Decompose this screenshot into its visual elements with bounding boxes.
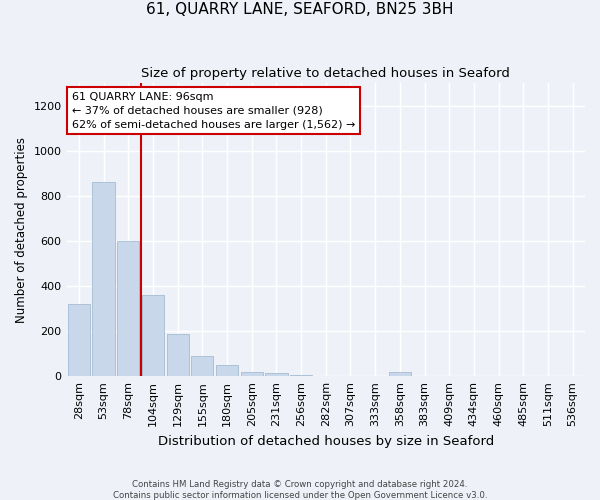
Title: Size of property relative to detached houses in Seaford: Size of property relative to detached ho… [142,68,510,80]
Text: 61 QUARRY LANE: 96sqm
← 37% of detached houses are smaller (928)
62% of semi-det: 61 QUARRY LANE: 96sqm ← 37% of detached … [72,92,355,130]
Bar [167,334,189,376]
Bar [241,372,263,376]
Y-axis label: Number of detached properties: Number of detached properties [15,136,28,322]
Bar [216,365,238,376]
Bar [117,241,139,376]
Bar [389,372,411,376]
Text: 61, QUARRY LANE, SEAFORD, BN25 3BH: 61, QUARRY LANE, SEAFORD, BN25 3BH [146,2,454,18]
Bar [142,295,164,376]
X-axis label: Distribution of detached houses by size in Seaford: Distribution of detached houses by size … [158,434,494,448]
Bar [92,182,115,376]
Text: Contains HM Land Registry data © Crown copyright and database right 2024.
Contai: Contains HM Land Registry data © Crown c… [113,480,487,500]
Bar [68,304,90,376]
Bar [290,375,312,376]
Bar [265,373,287,376]
Bar [191,356,214,376]
